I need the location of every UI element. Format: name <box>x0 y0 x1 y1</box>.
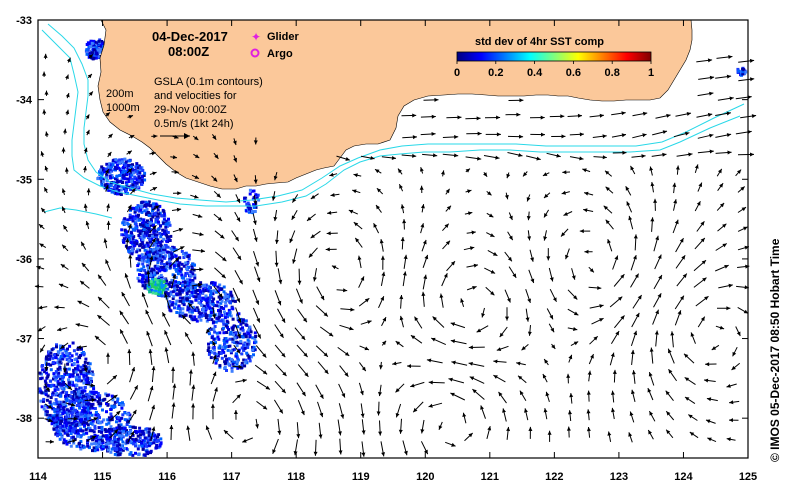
colorbar <box>456 51 652 62</box>
y-axis: -33 -34 -35 -36 -37 -38 <box>16 15 748 425</box>
contour-200-label: 200m <box>106 88 134 100</box>
x-tick-label: 119 <box>352 471 370 483</box>
y-tick-label: -33 <box>16 15 32 27</box>
x-tick-label: 122 <box>545 471 563 483</box>
glider-label: Glider <box>267 31 300 43</box>
colorbar-tick-label: 0.2 <box>488 67 503 79</box>
velocity-arrows <box>34 53 757 457</box>
colorbar-tick-label: 0.8 <box>605 67 620 79</box>
contour-1000-label: 1000m <box>106 102 140 114</box>
colorbar-tick-label: 1 <box>648 67 654 79</box>
x-tick-label: 117 <box>223 471 241 483</box>
glider-marker-icon: ✦ <box>251 30 261 44</box>
scale-arrow <box>160 133 190 139</box>
x-tick-label: 114 <box>29 471 48 483</box>
colorbar-tick-label: 0.6 <box>566 67 581 79</box>
colorbar-tick-label: 0 <box>454 67 460 79</box>
date-label: 04-Dec-2017 <box>152 29 228 44</box>
argo-legend: Argo <box>250 48 293 60</box>
x-tick-label: 118 <box>287 471 305 483</box>
x-tick-label: 115 <box>94 471 112 483</box>
credit-label: © IMOS 05-Dec-2017 08:50 Hobart Time <box>768 238 782 462</box>
sst-anomaly-patches <box>38 38 748 457</box>
colorbar-ticks: 0 0.2 0.4 0.6 0.8 1 <box>454 61 654 79</box>
glider-legend: ✦ Glider <box>251 30 300 44</box>
x-tick-label: 121 <box>481 471 499 483</box>
colorbar-tick-label: 0.4 <box>527 67 543 79</box>
land-mass <box>97 19 693 190</box>
time-label: 08:00Z <box>168 44 209 59</box>
argo-marker-icon <box>250 48 260 58</box>
plot-frame <box>37 19 749 459</box>
x-tick-label: 123 <box>610 471 628 483</box>
y-tick-label: -38 <box>16 413 32 425</box>
x-tick-label: 125 <box>739 471 757 483</box>
gsla-line-3: 29-Nov 00:00Z <box>154 104 227 116</box>
colorbar-gradient <box>456 51 652 62</box>
gsla-line-1: GSLA (0.1m contours) <box>154 76 263 88</box>
argo-label: Argo <box>267 48 293 60</box>
x-tick-label: 120 <box>416 471 434 483</box>
x-tick-label: 116 <box>158 471 176 483</box>
gsla-line-2: and velocities for <box>154 90 237 102</box>
x-axis: 114 115 116 117 118 119 120 121 122 123 124 125 <box>29 20 757 483</box>
y-tick-label: -36 <box>16 254 32 266</box>
y-tick-label: -37 <box>16 334 32 346</box>
y-tick-label: -35 <box>16 174 32 186</box>
isobath-lines <box>41 23 745 219</box>
colorbar-title: std dev of 4hr SST comp <box>475 36 604 48</box>
x-tick-label: 124 <box>674 471 693 483</box>
y-tick-label: -34 <box>16 95 33 107</box>
scale-label: 0.5m/s (1kt 24h) <box>154 118 233 130</box>
